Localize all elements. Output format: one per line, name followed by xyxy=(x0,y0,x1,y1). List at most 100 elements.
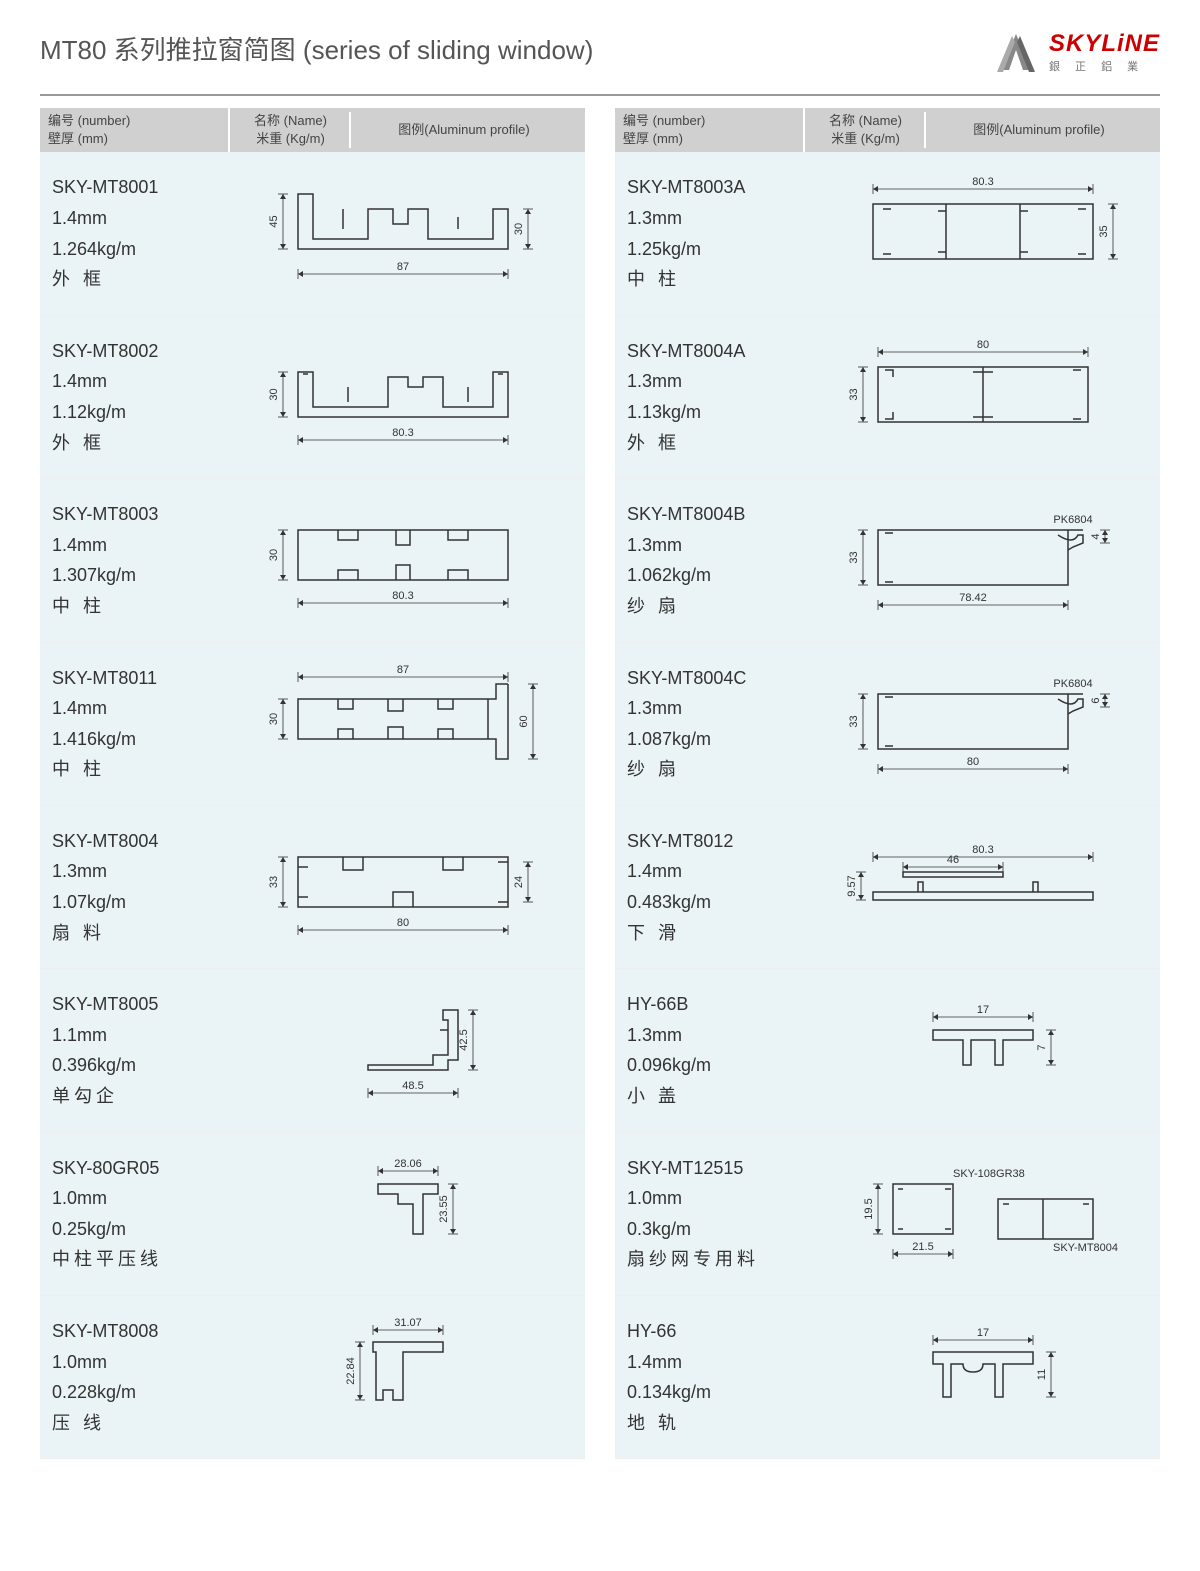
svg-text:80: 80 xyxy=(976,339,988,351)
part-number: SKY-MT8004C xyxy=(627,663,793,694)
svg-text:30: 30 xyxy=(268,549,280,561)
weight: 0.483kg/m xyxy=(627,887,793,918)
thickness: 1.4mm xyxy=(52,203,218,234)
thickness: 1.0mm xyxy=(52,1347,218,1378)
svg-text:33: 33 xyxy=(848,715,860,727)
hdr-weight: 米重 (Kg/m) xyxy=(238,130,343,148)
part-name: 单勾企 xyxy=(52,1081,218,1112)
part-number: SKY-MT8003A xyxy=(627,172,793,203)
svg-text:22.84: 22.84 xyxy=(345,1357,357,1385)
thickness: 1.0mm xyxy=(52,1183,218,1214)
profile-info: SKY-80GR05 1.0mm 0.25kg/m 中柱平压线 xyxy=(40,1133,230,1295)
svg-text:SKY-MT8004: SKY-MT8004 xyxy=(1053,1242,1118,1254)
hdr-name: 名称 (Name) xyxy=(238,112,343,130)
part-name: 外 框 xyxy=(52,264,218,295)
part-name: 中 柱 xyxy=(52,754,218,785)
profile-diagram: 17 7 xyxy=(805,969,1160,1131)
logo-icon xyxy=(991,30,1041,74)
profile-diagram: 28.06 23.55 xyxy=(230,1133,585,1295)
part-name: 纱 扇 xyxy=(627,754,793,785)
weight: 1.264kg/m xyxy=(52,234,218,265)
profile-info: SKY-MT8004B 1.3mm 1.062kg/m 纱 扇 xyxy=(615,479,805,641)
thickness: 1.3mm xyxy=(627,693,793,724)
svg-text:80.3: 80.3 xyxy=(392,427,413,439)
svg-text:80: 80 xyxy=(966,756,978,768)
profile-diagram: PK6804 33 78.42 4 xyxy=(805,479,1160,641)
svg-text:31.07: 31.07 xyxy=(394,1317,422,1329)
hdr-name-r: 名称 (Name) xyxy=(813,112,918,130)
svg-text:PK6804: PK6804 xyxy=(1053,514,1092,526)
profile-row: SKY-MT8008 1.0mm 0.228kg/m 压 线 31.07 22.… xyxy=(40,1296,585,1459)
weight: 0.228kg/m xyxy=(52,1377,218,1408)
profile-diagram: 80.3 35 xyxy=(805,152,1160,314)
svg-text:23.55: 23.55 xyxy=(438,1195,450,1223)
part-number: SKY-MT8008 xyxy=(52,1316,218,1347)
svg-text:SKY-108GR38: SKY-108GR38 xyxy=(953,1168,1025,1180)
profile-diagram: 80.3 46 9.57 xyxy=(805,806,1160,968)
brand-subtitle: 銀 正 鋁 業 xyxy=(1049,58,1160,74)
svg-text:80: 80 xyxy=(396,917,408,929)
hdr-diagram: 图例(Aluminum profile) xyxy=(351,121,577,139)
svg-text:9.57: 9.57 xyxy=(846,875,858,896)
svg-text:17: 17 xyxy=(976,1004,988,1016)
profile-row: SKY-MT8001 1.4mm 1.264kg/m 外 框 45 30 87 xyxy=(40,152,585,315)
part-name: 下 滑 xyxy=(627,918,793,949)
thickness: 1.4mm xyxy=(627,856,793,887)
svg-text:48.5: 48.5 xyxy=(402,1080,423,1092)
weight: 1.416kg/m xyxy=(52,724,218,755)
part-number: SKY-MT12515 xyxy=(627,1153,793,1184)
thickness: 1.3mm xyxy=(627,366,793,397)
profile-row: SKY-MT8012 1.4mm 0.483kg/m 下 滑 80.3 46 9… xyxy=(615,806,1160,969)
profile-row: SKY-MT8002 1.4mm 1.12kg/m 外 框 30 80.3 xyxy=(40,316,585,479)
profile-row: SKY-MT8004B 1.3mm 1.062kg/m 纱 扇 PK6804 3… xyxy=(615,479,1160,642)
svg-text:60: 60 xyxy=(518,715,530,727)
column-header-left: 编号 (number) 壁厚 (mm) 名称 (Name) 米重 (Kg/m) … xyxy=(40,108,585,152)
profile-diagram: 80 33 xyxy=(805,316,1160,478)
page-title: MT80 系列推拉窗简图 (series of sliding window) xyxy=(40,30,593,67)
hdr-thickness: 壁厚 (mm) xyxy=(48,130,220,148)
svg-text:80.3: 80.3 xyxy=(972,176,993,188)
profile-diagram: 30 60 87 xyxy=(230,643,585,805)
profile-info: SKY-MT8004 1.3mm 1.07kg/m 扇 料 xyxy=(40,806,230,968)
svg-text:33: 33 xyxy=(268,876,280,888)
svg-text:87: 87 xyxy=(396,664,408,676)
svg-text:46: 46 xyxy=(946,854,958,866)
weight: 1.087kg/m xyxy=(627,724,793,755)
part-name: 扇 料 xyxy=(52,918,218,949)
thickness: 1.4mm xyxy=(52,693,218,724)
part-name: 地 轨 xyxy=(627,1408,793,1439)
part-number: SKY-MT8012 xyxy=(627,826,793,857)
profile-row: SKY-MT8005 1.1mm 0.396kg/m 单勾企 42.5 48.5 xyxy=(40,969,585,1132)
weight: 1.12kg/m xyxy=(52,397,218,428)
profile-info: SKY-MT8003A 1.3mm 1.25kg/m 中 柱 xyxy=(615,152,805,314)
profile-info: SKY-MT8002 1.4mm 1.12kg/m 外 框 xyxy=(40,316,230,478)
profile-info: SKY-MT8008 1.0mm 0.228kg/m 压 线 xyxy=(40,1296,230,1458)
svg-text:21.5: 21.5 xyxy=(912,1241,933,1253)
hdr-thickness-r: 壁厚 (mm) xyxy=(623,130,795,148)
svg-text:33: 33 xyxy=(848,388,860,400)
part-number: SKY-80GR05 xyxy=(52,1153,218,1184)
thickness: 1.3mm xyxy=(627,203,793,234)
part-name: 小 盖 xyxy=(627,1081,793,1112)
weight: 1.25kg/m xyxy=(627,234,793,265)
profile-info: SKY-MT8001 1.4mm 1.264kg/m 外 框 xyxy=(40,152,230,314)
svg-text:42.5: 42.5 xyxy=(458,1030,470,1051)
svg-text:45: 45 xyxy=(268,215,280,227)
column-header-right: 编号 (number) 壁厚 (mm) 名称 (Name) 米重 (Kg/m) … xyxy=(615,108,1160,152)
weight: 0.396kg/m xyxy=(52,1050,218,1081)
weight: 1.13kg/m xyxy=(627,397,793,428)
hdr-number: 编号 (number) xyxy=(48,112,220,130)
svg-text:30: 30 xyxy=(268,388,280,400)
profile-info: SKY-MT8012 1.4mm 0.483kg/m 下 滑 xyxy=(615,806,805,968)
thickness: 1.1mm xyxy=(52,1020,218,1051)
thickness: 1.4mm xyxy=(52,530,218,561)
weight: 0.3kg/m xyxy=(627,1214,793,1245)
svg-text:30: 30 xyxy=(268,713,280,725)
brand-name: SKYLiNE xyxy=(1049,30,1160,58)
weight: 1.062kg/m xyxy=(627,560,793,591)
profile-diagram: 33 24 80 xyxy=(230,806,585,968)
profile-row: SKY-MT8004C 1.3mm 1.087kg/m 纱 扇 PK6804 3… xyxy=(615,643,1160,806)
svg-text:35: 35 xyxy=(1098,225,1110,237)
svg-text:30: 30 xyxy=(513,222,525,234)
svg-text:11: 11 xyxy=(1036,1369,1048,1380)
